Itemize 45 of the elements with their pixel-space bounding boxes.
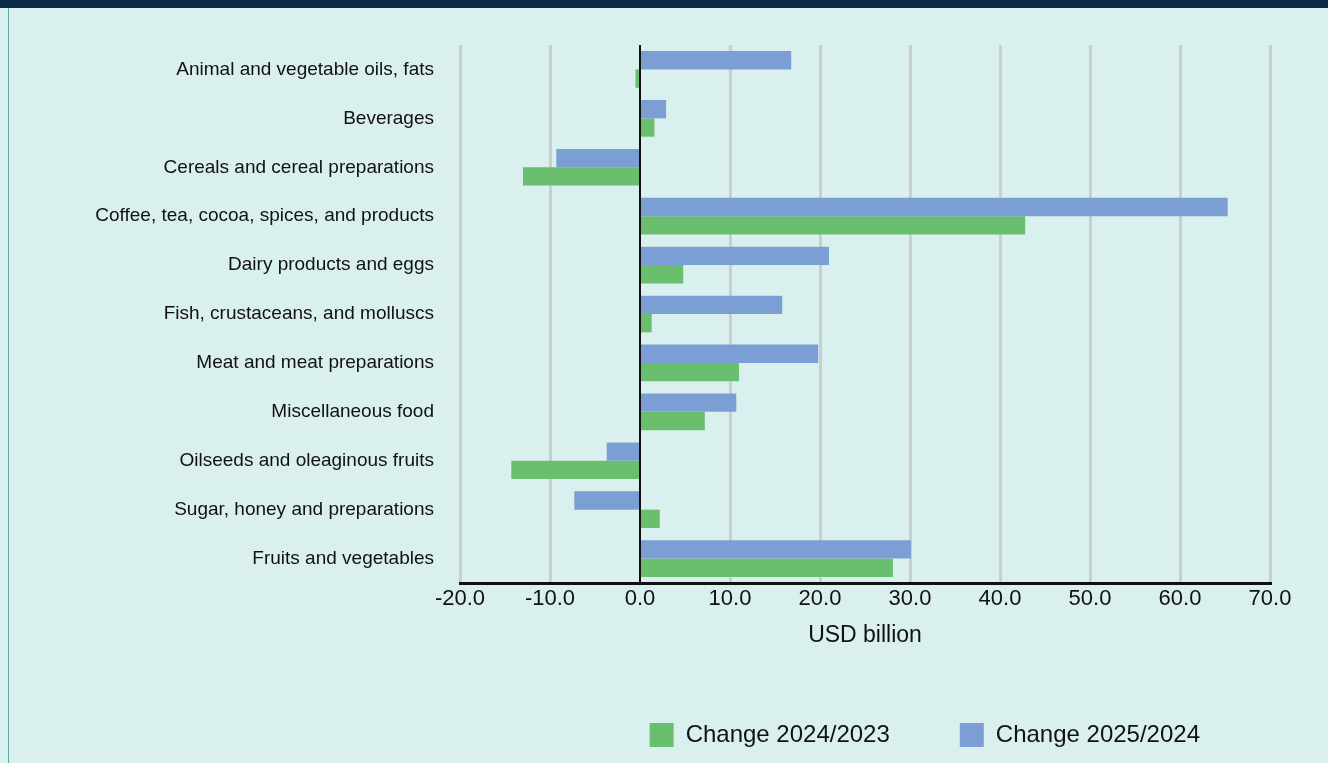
bar — [556, 148, 639, 168]
bar — [641, 118, 655, 137]
y-tick-label: Beverages — [343, 106, 434, 128]
y-tick-label: Cereals and cereal preparations — [163, 155, 434, 177]
bar — [641, 51, 792, 70]
legend-label: Change 2024/2023 — [685, 719, 890, 747]
x-tick-label: 0.0 — [624, 585, 656, 611]
x-tick-label: -10.0 — [524, 585, 576, 611]
x-tick-label: 60.0 — [1158, 585, 1202, 611]
y-tick-label: Oilseeds and oleaginous fruits — [179, 448, 434, 470]
bar — [523, 167, 639, 186]
bar — [606, 442, 639, 461]
x-tick-label: 50.0 — [1068, 585, 1112, 611]
y-tick-label: Sugar, honey and preparations — [174, 497, 434, 519]
bar — [641, 509, 660, 528]
bar — [641, 197, 1228, 217]
bar — [641, 411, 705, 431]
bar — [641, 558, 893, 577]
bar — [641, 100, 667, 119]
bar — [641, 362, 739, 382]
y-tick-label: Coffee, tea, cocoa, spices, and products — [95, 204, 434, 226]
bar — [641, 265, 684, 284]
bar — [574, 491, 639, 510]
bar — [641, 295, 783, 314]
x-tick-label: 10.0 — [708, 585, 752, 611]
bar — [641, 344, 819, 363]
bar — [641, 216, 1026, 235]
bar — [641, 314, 652, 333]
bar — [641, 246, 829, 266]
y-tick-label: Meat and meat preparations — [196, 351, 434, 373]
bar — [641, 540, 911, 559]
bar — [511, 460, 639, 480]
x-tick-label: 40.0 — [978, 585, 1022, 611]
x-tick-label: 70.0 — [1248, 585, 1292, 611]
y-tick-label: Miscellaneous food — [271, 400, 434, 422]
x-tick-label: 20.0 — [798, 585, 842, 611]
x-axis-title: USD billion — [808, 620, 922, 647]
x-tick-label: 30.0 — [888, 585, 932, 611]
legend-label: Change 2025/2024 — [995, 719, 1200, 747]
y-tick-label: Dairy products and eggs — [228, 253, 434, 275]
y-tick-label: Fish, crustaceans, and molluscs — [163, 302, 434, 324]
y-tick-label: Fruits and vegetables — [252, 546, 434, 568]
bar — [641, 393, 737, 412]
y-tick-label: Animal and vegetable oils, fats — [176, 57, 434, 79]
x-tick-label: -20.0 — [434, 585, 486, 611]
